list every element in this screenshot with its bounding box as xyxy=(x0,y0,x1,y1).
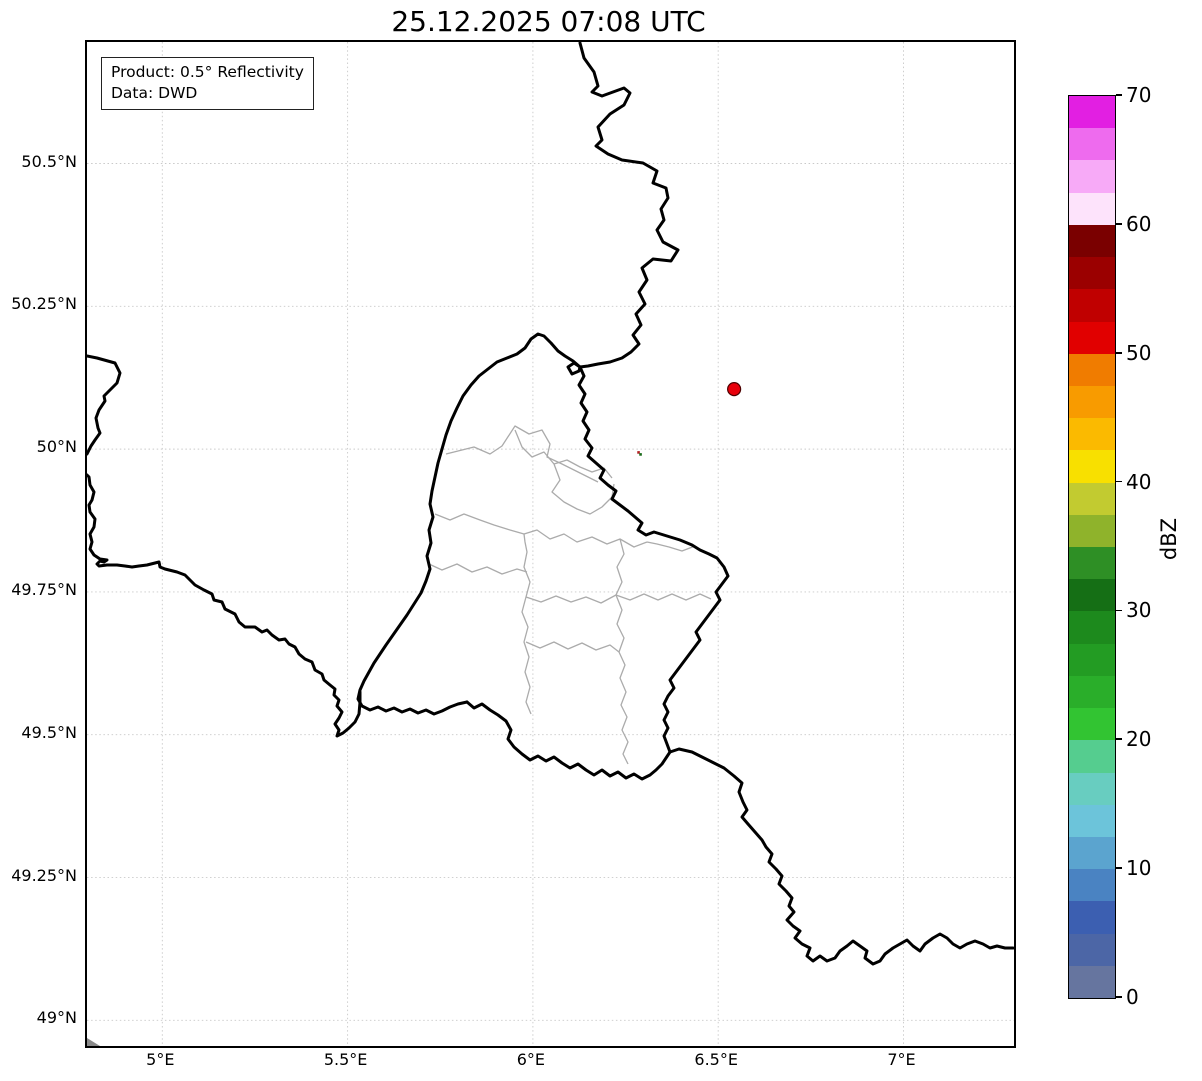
colorbar-tick-label: 30 xyxy=(1126,598,1152,623)
corner-clip-mark xyxy=(87,1038,100,1046)
colorbar-segment xyxy=(1069,96,1115,129)
longitude-tick-label: 6°E xyxy=(516,1050,546,1069)
colorbar-segment xyxy=(1069,128,1115,161)
longitude-tick-label: 5.5°E xyxy=(323,1050,368,1069)
canton-border xyxy=(445,425,599,483)
canton-border xyxy=(514,429,555,465)
border-belgium-france-diagonal xyxy=(87,473,362,738)
colorbar-segment xyxy=(1069,257,1115,290)
latitude-tick-label: 50.5°N xyxy=(21,151,77,171)
canton-border xyxy=(521,533,532,715)
canton-borders xyxy=(428,425,712,765)
plot-title: 25.12.2025 07:08 UTC xyxy=(391,5,706,38)
colorbar-segment xyxy=(1069,385,1115,419)
data-source-line: Data: DWD xyxy=(111,84,198,102)
canton-border xyxy=(525,641,620,653)
colorbar-tick-mark xyxy=(1116,94,1122,96)
border-luxembourg-belgium xyxy=(356,332,582,716)
longitude-tick-label: 6.5°E xyxy=(694,1050,738,1069)
colorbar-segment xyxy=(1069,772,1115,806)
canton-border xyxy=(434,513,648,548)
colorbar-segment xyxy=(1069,836,1115,870)
colorbar-tick-mark xyxy=(1116,867,1122,869)
max-reflectivity-cell-marker xyxy=(727,382,742,397)
border-belgium-germany xyxy=(566,42,680,376)
map-panel: Product: 0.5° Reflectivity Data: DWD xyxy=(85,40,1016,1048)
border-luxembourg-france xyxy=(465,700,672,781)
colorbar-segment xyxy=(1069,482,1115,516)
border-belgium-france-upper xyxy=(87,354,122,456)
colorbar-segment xyxy=(1069,192,1115,226)
colorbar-segment xyxy=(1069,901,1115,935)
small-echo-pixel xyxy=(637,451,640,454)
colorbar-tick-label: 70 xyxy=(1126,83,1152,107)
border-france-germany xyxy=(668,747,1014,966)
latitude-tick-label: 49.5°N xyxy=(21,722,77,742)
country-borders xyxy=(87,42,1014,966)
latitude-tick-label: 50°N xyxy=(36,437,77,457)
colorbar-tick-label: 10 xyxy=(1126,856,1152,881)
colorbar-tick-label: 60 xyxy=(1126,211,1152,236)
border-luxembourg-germany xyxy=(577,365,730,754)
small-echo-pixel xyxy=(639,453,642,456)
map-canvas xyxy=(87,42,1014,1046)
colorbar-segment xyxy=(1069,579,1115,612)
colorbar-tick-label: 40 xyxy=(1126,469,1152,494)
canton-border xyxy=(646,541,696,552)
colorbar-tick-mark xyxy=(1116,996,1122,998)
product-annotation-box: Product: 0.5° Reflectivity Data: DWD xyxy=(101,57,314,110)
canton-border xyxy=(551,463,615,515)
colorbar-segment xyxy=(1069,643,1115,677)
colorbar-tick-mark xyxy=(1116,223,1122,225)
colorbar-tick-label: 50 xyxy=(1126,340,1152,365)
colorbar-segment xyxy=(1069,160,1115,194)
colorbar-segment xyxy=(1069,611,1115,645)
colorbar-segment xyxy=(1069,289,1115,322)
colorbar-segment xyxy=(1069,708,1115,741)
product-line: Product: 0.5° Reflectivity xyxy=(111,63,304,81)
longitude-tick-label: 5°E xyxy=(146,1050,175,1069)
colorbar-tick-mark xyxy=(1116,351,1122,354)
colorbar-tick-mark xyxy=(1116,609,1122,612)
colorbar-segment xyxy=(1069,450,1115,484)
colorbar-segment xyxy=(1069,675,1115,709)
colorbar-segment xyxy=(1069,804,1115,838)
canton-border xyxy=(615,594,629,765)
latitude-tick-label: 49°N xyxy=(36,1008,77,1028)
colorbar-segment xyxy=(1069,321,1115,355)
latitude-tick-label: 50.25°N xyxy=(11,294,77,314)
colorbar-segment xyxy=(1069,224,1115,258)
latitude-tick-label: 49.75°N xyxy=(11,579,77,599)
colorbar-segment xyxy=(1069,740,1115,773)
latitude-tick-label: 49.25°N xyxy=(11,865,77,885)
canton-border xyxy=(615,538,625,596)
colorbar-segment xyxy=(1069,933,1115,967)
colorbar-segment xyxy=(1069,547,1115,580)
colorbar-segment xyxy=(1069,418,1115,451)
colorbar-segment xyxy=(1069,514,1115,548)
colorbar-segment xyxy=(1069,869,1115,902)
longitude-tick-label: 7°E xyxy=(887,1050,916,1069)
colorbar-tick-mark xyxy=(1116,738,1122,741)
colorbar-tick-label: 0 xyxy=(1126,985,1139,1009)
colorbar-unit-label: dBZ xyxy=(1157,517,1181,561)
canton-border xyxy=(428,563,528,575)
colorbar-segment xyxy=(1069,965,1115,999)
canton-border xyxy=(525,593,712,604)
colorbar-tick-mark xyxy=(1116,480,1122,483)
radar-echoes xyxy=(637,382,742,456)
colorbar-tick-label: 20 xyxy=(1126,727,1152,752)
reflectivity-colorbar xyxy=(1068,95,1116,999)
colorbar-segment xyxy=(1069,353,1115,387)
graticule-gridlines xyxy=(87,42,1014,1046)
